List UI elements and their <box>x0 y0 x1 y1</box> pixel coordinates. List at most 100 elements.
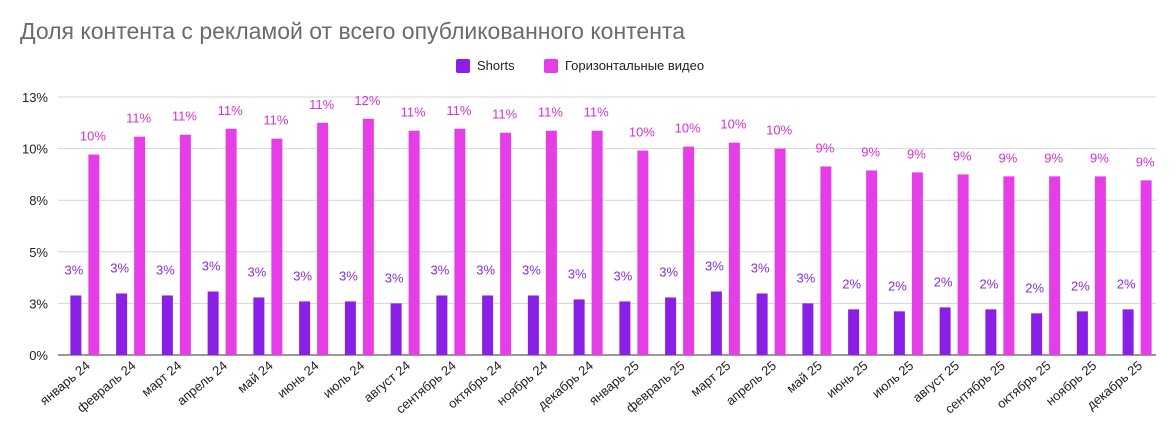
data-label-horizontal: 11% <box>309 97 334 112</box>
legend-label-shorts: Shorts <box>477 58 515 73</box>
bar-shorts <box>436 295 448 355</box>
data-label-shorts: 3% <box>385 270 404 285</box>
data-label-horizontal: 9% <box>998 150 1017 165</box>
bar-horizontal <box>683 146 695 355</box>
x-tick-label: апрель 24 <box>174 358 230 409</box>
data-label-horizontal: 9% <box>815 140 834 155</box>
chart-title: Доля контента с рекламой от всего опубли… <box>20 18 685 44</box>
bar-horizontal <box>591 130 603 355</box>
data-label-shorts: 2% <box>1071 278 1090 293</box>
bar-shorts <box>665 297 677 355</box>
bar-horizontal <box>728 142 740 355</box>
data-label-shorts: 3% <box>613 268 632 283</box>
bar-shorts <box>710 291 722 355</box>
data-label-shorts: 3% <box>522 262 541 277</box>
data-label-shorts: 3% <box>476 262 495 277</box>
data-label-shorts: 3% <box>202 258 221 273</box>
y-tick-label: 10% <box>22 142 48 157</box>
data-label-shorts: 3% <box>156 262 175 277</box>
data-label-horizontal: 10% <box>766 123 792 138</box>
bar-horizontal <box>88 154 100 355</box>
bar-shorts <box>253 297 265 355</box>
bar-horizontal <box>545 130 557 355</box>
data-label-horizontal: 10% <box>80 129 106 144</box>
bar-shorts <box>482 295 494 355</box>
bar-horizontal <box>1140 180 1152 355</box>
data-label-shorts: 3% <box>64 262 83 277</box>
data-label-shorts: 3% <box>659 264 678 279</box>
bar-horizontal <box>637 150 649 355</box>
bar-shorts <box>985 309 997 355</box>
data-label-shorts: 3% <box>568 266 587 281</box>
bar-shorts <box>573 299 585 355</box>
bar-shorts <box>893 311 905 355</box>
data-label-horizontal: 11% <box>172 109 197 124</box>
x-tick-label: апрель 25 <box>723 358 779 409</box>
bar-shorts <box>161 295 173 355</box>
bar-shorts <box>756 293 768 355</box>
bar-shorts <box>1122 309 1134 355</box>
x-tick-label: июнь 25 <box>823 358 870 401</box>
label-layer: 3% 10% 3% 11% 3% 11% 3% 11% 3% 11% 3% 11% 3% 12% 3% 11%… <box>64 93 1154 295</box>
y-tick-label: 13% <box>22 90 48 105</box>
data-label-horizontal: 11% <box>263 113 288 128</box>
data-label-shorts: 2% <box>1117 276 1136 291</box>
x-tick-label: июнь 24 <box>274 358 321 401</box>
y-tick-label: 0% <box>29 348 48 363</box>
bar-horizontal <box>774 148 786 355</box>
data-label-horizontal: 10% <box>720 117 746 132</box>
data-label-shorts: 3% <box>430 262 449 277</box>
data-label-horizontal: 12% <box>354 93 380 108</box>
bar-shorts <box>619 301 631 355</box>
data-label-horizontal: 9% <box>861 144 880 159</box>
legend-swatch-shorts <box>456 58 470 73</box>
bar-horizontal <box>362 118 374 355</box>
bar-horizontal <box>408 130 420 355</box>
data-label-horizontal: 9% <box>1136 154 1155 169</box>
bar-horizontal <box>271 138 283 355</box>
bar-horizontal <box>957 174 969 355</box>
data-label-horizontal: 9% <box>907 146 926 161</box>
legend-swatch-horizontal <box>544 58 558 73</box>
data-label-shorts: 3% <box>339 268 358 283</box>
bar-horizontal <box>911 172 923 355</box>
chart-legend: Shorts Горизонтальные видео <box>0 58 1176 80</box>
data-label-horizontal: 9% <box>1090 150 1109 165</box>
bar-shorts <box>527 295 539 355</box>
bar-horizontal <box>866 170 878 355</box>
bar-layer <box>70 118 1152 355</box>
data-label-shorts: 3% <box>796 270 815 285</box>
legend-label-horizontal: Горизонтальные видео <box>565 58 705 73</box>
bar-shorts <box>299 301 311 355</box>
bar-shorts <box>70 295 82 355</box>
data-label-horizontal: 10% <box>629 125 655 140</box>
data-label-horizontal: 10% <box>675 121 701 136</box>
data-label-shorts: 2% <box>934 274 953 289</box>
data-label-horizontal: 11% <box>126 111 151 126</box>
data-label-shorts: 3% <box>110 260 129 275</box>
bar-horizontal <box>317 122 329 355</box>
y-tick-label: 5% <box>29 245 48 260</box>
bar-shorts <box>848 309 860 355</box>
data-label-horizontal: 11% <box>401 105 426 120</box>
data-label-horizontal: 11% <box>446 103 471 118</box>
bar-shorts <box>116 293 128 355</box>
bar-shorts <box>939 307 951 355</box>
data-label-shorts: 2% <box>979 276 998 291</box>
data-label-shorts: 2% <box>888 278 907 293</box>
bar-horizontal <box>454 128 466 355</box>
bar-shorts <box>390 303 402 355</box>
data-label-shorts: 3% <box>247 264 266 279</box>
grid-layer <box>58 96 1156 356</box>
data-label-horizontal: 9% <box>953 148 972 163</box>
bar-shorts <box>802 303 814 355</box>
data-label-shorts: 2% <box>1025 280 1044 295</box>
bar-shorts <box>1076 311 1088 355</box>
legend-item-shorts[interactable]: Shorts <box>456 58 515 73</box>
y-tick-label: 3% <box>29 296 48 311</box>
data-label-horizontal: 11% <box>584 105 609 120</box>
bar-horizontal <box>179 134 191 355</box>
bar-horizontal <box>500 132 512 355</box>
legend-item-horizontal[interactable]: Горизонтальные видео <box>544 58 704 73</box>
